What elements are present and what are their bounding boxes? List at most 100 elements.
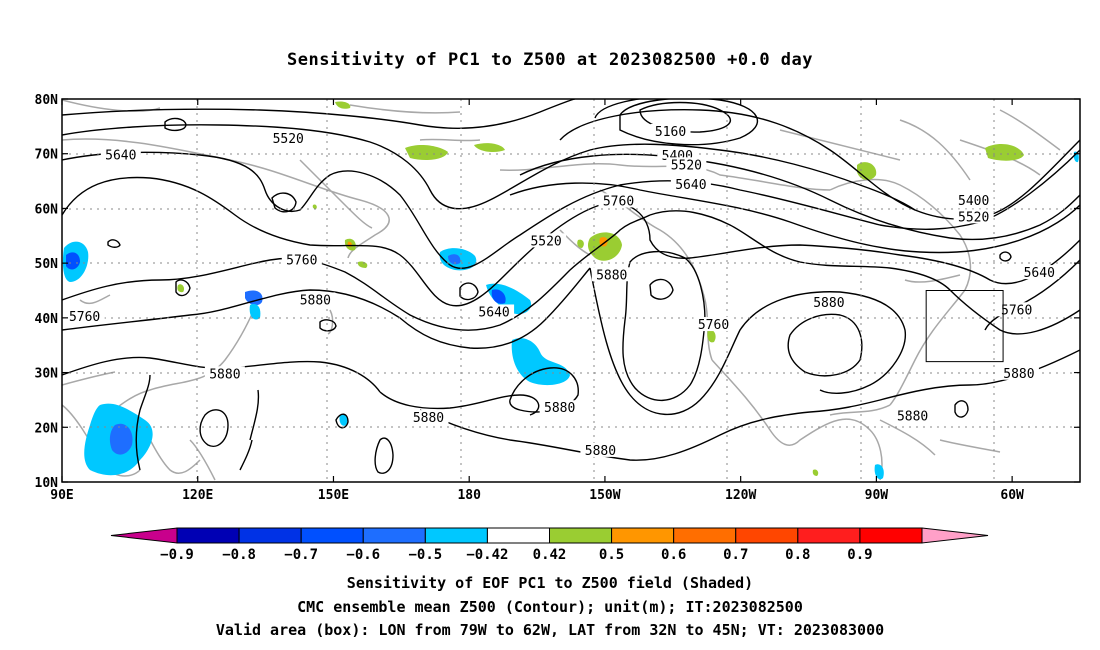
colorbar-swatch (486, 527, 550, 544)
colorbar-label: −0.9 (160, 547, 194, 563)
lat-tick-label: 60N (35, 202, 59, 217)
contour-label: 5760 (603, 194, 634, 209)
contour-label: 5880 (544, 401, 575, 416)
contour-label-bg (474, 304, 515, 319)
contour-label-bg (526, 233, 567, 248)
lon-tick-label: 120E (182, 488, 213, 503)
grid-lines (62, 99, 1080, 482)
lon-tick-label: 120W (725, 488, 756, 503)
colorbar-label: −0.8 (222, 547, 256, 563)
contour-label: 5880 (585, 444, 616, 459)
contour-label: 5520 (958, 210, 989, 225)
contour-label-bg (295, 292, 336, 307)
colorbar-swatch (735, 527, 799, 544)
contour-label-bg (64, 308, 105, 323)
contour-label: 5880 (1003, 367, 1034, 382)
contour-label-bg (998, 365, 1039, 380)
colorbar-low-triangle (110, 527, 178, 544)
lon-tick-label: 180 (457, 488, 481, 503)
colorbar-label: −0.6 (346, 547, 380, 563)
contour-label: 5160 (655, 125, 686, 140)
contour-label-bg (598, 193, 639, 208)
contour-label: 5520 (671, 158, 702, 173)
contour-label-bg (268, 131, 309, 146)
contour-label-bg (281, 252, 322, 267)
contour-label-bg (953, 209, 994, 224)
colorbar-swatch (300, 527, 364, 544)
plot-frame (61, 98, 1081, 483)
contour-label: 5640 (478, 305, 509, 320)
contour-label-bg (408, 410, 449, 425)
colorbar-label: 0.7 (723, 547, 748, 563)
colorbar-label: −0.7 (284, 547, 318, 563)
contour-label-bg (650, 123, 691, 138)
colorbar-swatch (238, 527, 302, 544)
lat-tick-label: 30N (35, 367, 59, 382)
lat-tick-label: 50N (35, 257, 59, 272)
colorbar-swatch (797, 527, 861, 544)
contour-label: 5880 (413, 411, 444, 426)
lat-tick-label: 20N (35, 421, 59, 436)
colorbar-label: −0.5 (408, 547, 442, 563)
lat-tick-label: 10N (35, 476, 59, 491)
colorbar-swatch (549, 527, 613, 544)
contour-label: 5520 (530, 234, 561, 249)
contour-label-bg (666, 157, 707, 172)
lat-tick-label: 40N (35, 312, 59, 327)
contour-label-bg (539, 400, 580, 415)
lat-tick-label: 80N (35, 93, 59, 108)
colorbar-high-triangle (921, 527, 989, 544)
contour-label-bg (204, 366, 245, 381)
contour-label-bg (100, 147, 141, 162)
contour-label: 5520 (273, 132, 304, 147)
contour-label-bg (892, 408, 933, 423)
colorbar-label: −0.42 (466, 547, 508, 563)
contour-label-bg (591, 267, 632, 282)
contour-label: 5880 (596, 268, 627, 283)
contour-label: 5760 (1001, 303, 1032, 318)
colorbar-label: 0.9 (847, 547, 872, 563)
contour-label-bg (996, 302, 1037, 317)
contour-label: 5640 (675, 178, 706, 193)
colorbar-label: 0.6 (661, 547, 686, 563)
caption-shading: Sensitivity of EOF PC1 to Z500 field (Sh… (346, 574, 754, 592)
contour-label-bg (953, 192, 994, 207)
contour-label-bg (693, 317, 734, 332)
caption-valid-area: Valid area (box): LON from 79W to 62W, L… (215, 621, 885, 639)
colorbar-swatch (362, 527, 426, 544)
lon-tick-label: 150W (589, 488, 620, 503)
colorbar-swatch (673, 527, 737, 544)
caption-contour: CMC ensemble mean Z500 (Contour); unit(m… (297, 598, 803, 616)
colorbar-swatch (611, 527, 675, 544)
contour-label-bg (580, 442, 621, 457)
contour-label-bg (670, 176, 711, 191)
colorbar-label: 0.5 (599, 547, 624, 563)
colorbar-swatch (176, 527, 240, 544)
map-title: Sensitivity of PC1 to Z500 at 2023082500… (286, 50, 813, 70)
lat-tick-label: 70N (35, 148, 59, 163)
colorbar-swatch (859, 527, 923, 544)
contour-label: 5760 (69, 310, 100, 325)
contour-label: 5760 (698, 318, 729, 333)
contour-label: 5880 (897, 409, 928, 424)
axis-ticks: 90E 120E 150E 180 150W 120W 90W 60W 10N 20N 30N 40N… (35, 93, 1080, 503)
contour-label-bg (1019, 265, 1060, 280)
contour-label: 5880 (300, 293, 331, 308)
lon-tick-label: 60W (1000, 488, 1024, 503)
colorbar: −0.9 −0.8 −0.7 −0.6 −0.5 −0.42 0.42 0.5 0.6 0.7 0.… (110, 527, 989, 563)
contour-label: 5640 (105, 148, 136, 163)
contour-label: 5880 (813, 296, 844, 311)
colorbar-label: 0.42 (533, 547, 567, 563)
contour-label: 5400 (958, 194, 989, 209)
z500-contours (62, 99, 1080, 474)
contour-label: 5760 (286, 254, 317, 269)
valid-area-box (925, 290, 1004, 363)
colorbar-swatch (424, 527, 488, 544)
contour-label: 5640 (1024, 266, 1055, 281)
contour-label: 5880 (209, 367, 240, 382)
contour-label-bg (808, 295, 849, 310)
colorbar-label: 0.8 (785, 547, 810, 563)
lon-tick-label: 90E (50, 488, 73, 503)
lon-tick-label: 90W (865, 488, 889, 503)
